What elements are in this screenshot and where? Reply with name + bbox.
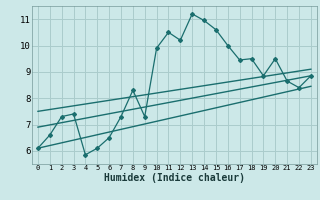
- X-axis label: Humidex (Indice chaleur): Humidex (Indice chaleur): [104, 173, 245, 183]
